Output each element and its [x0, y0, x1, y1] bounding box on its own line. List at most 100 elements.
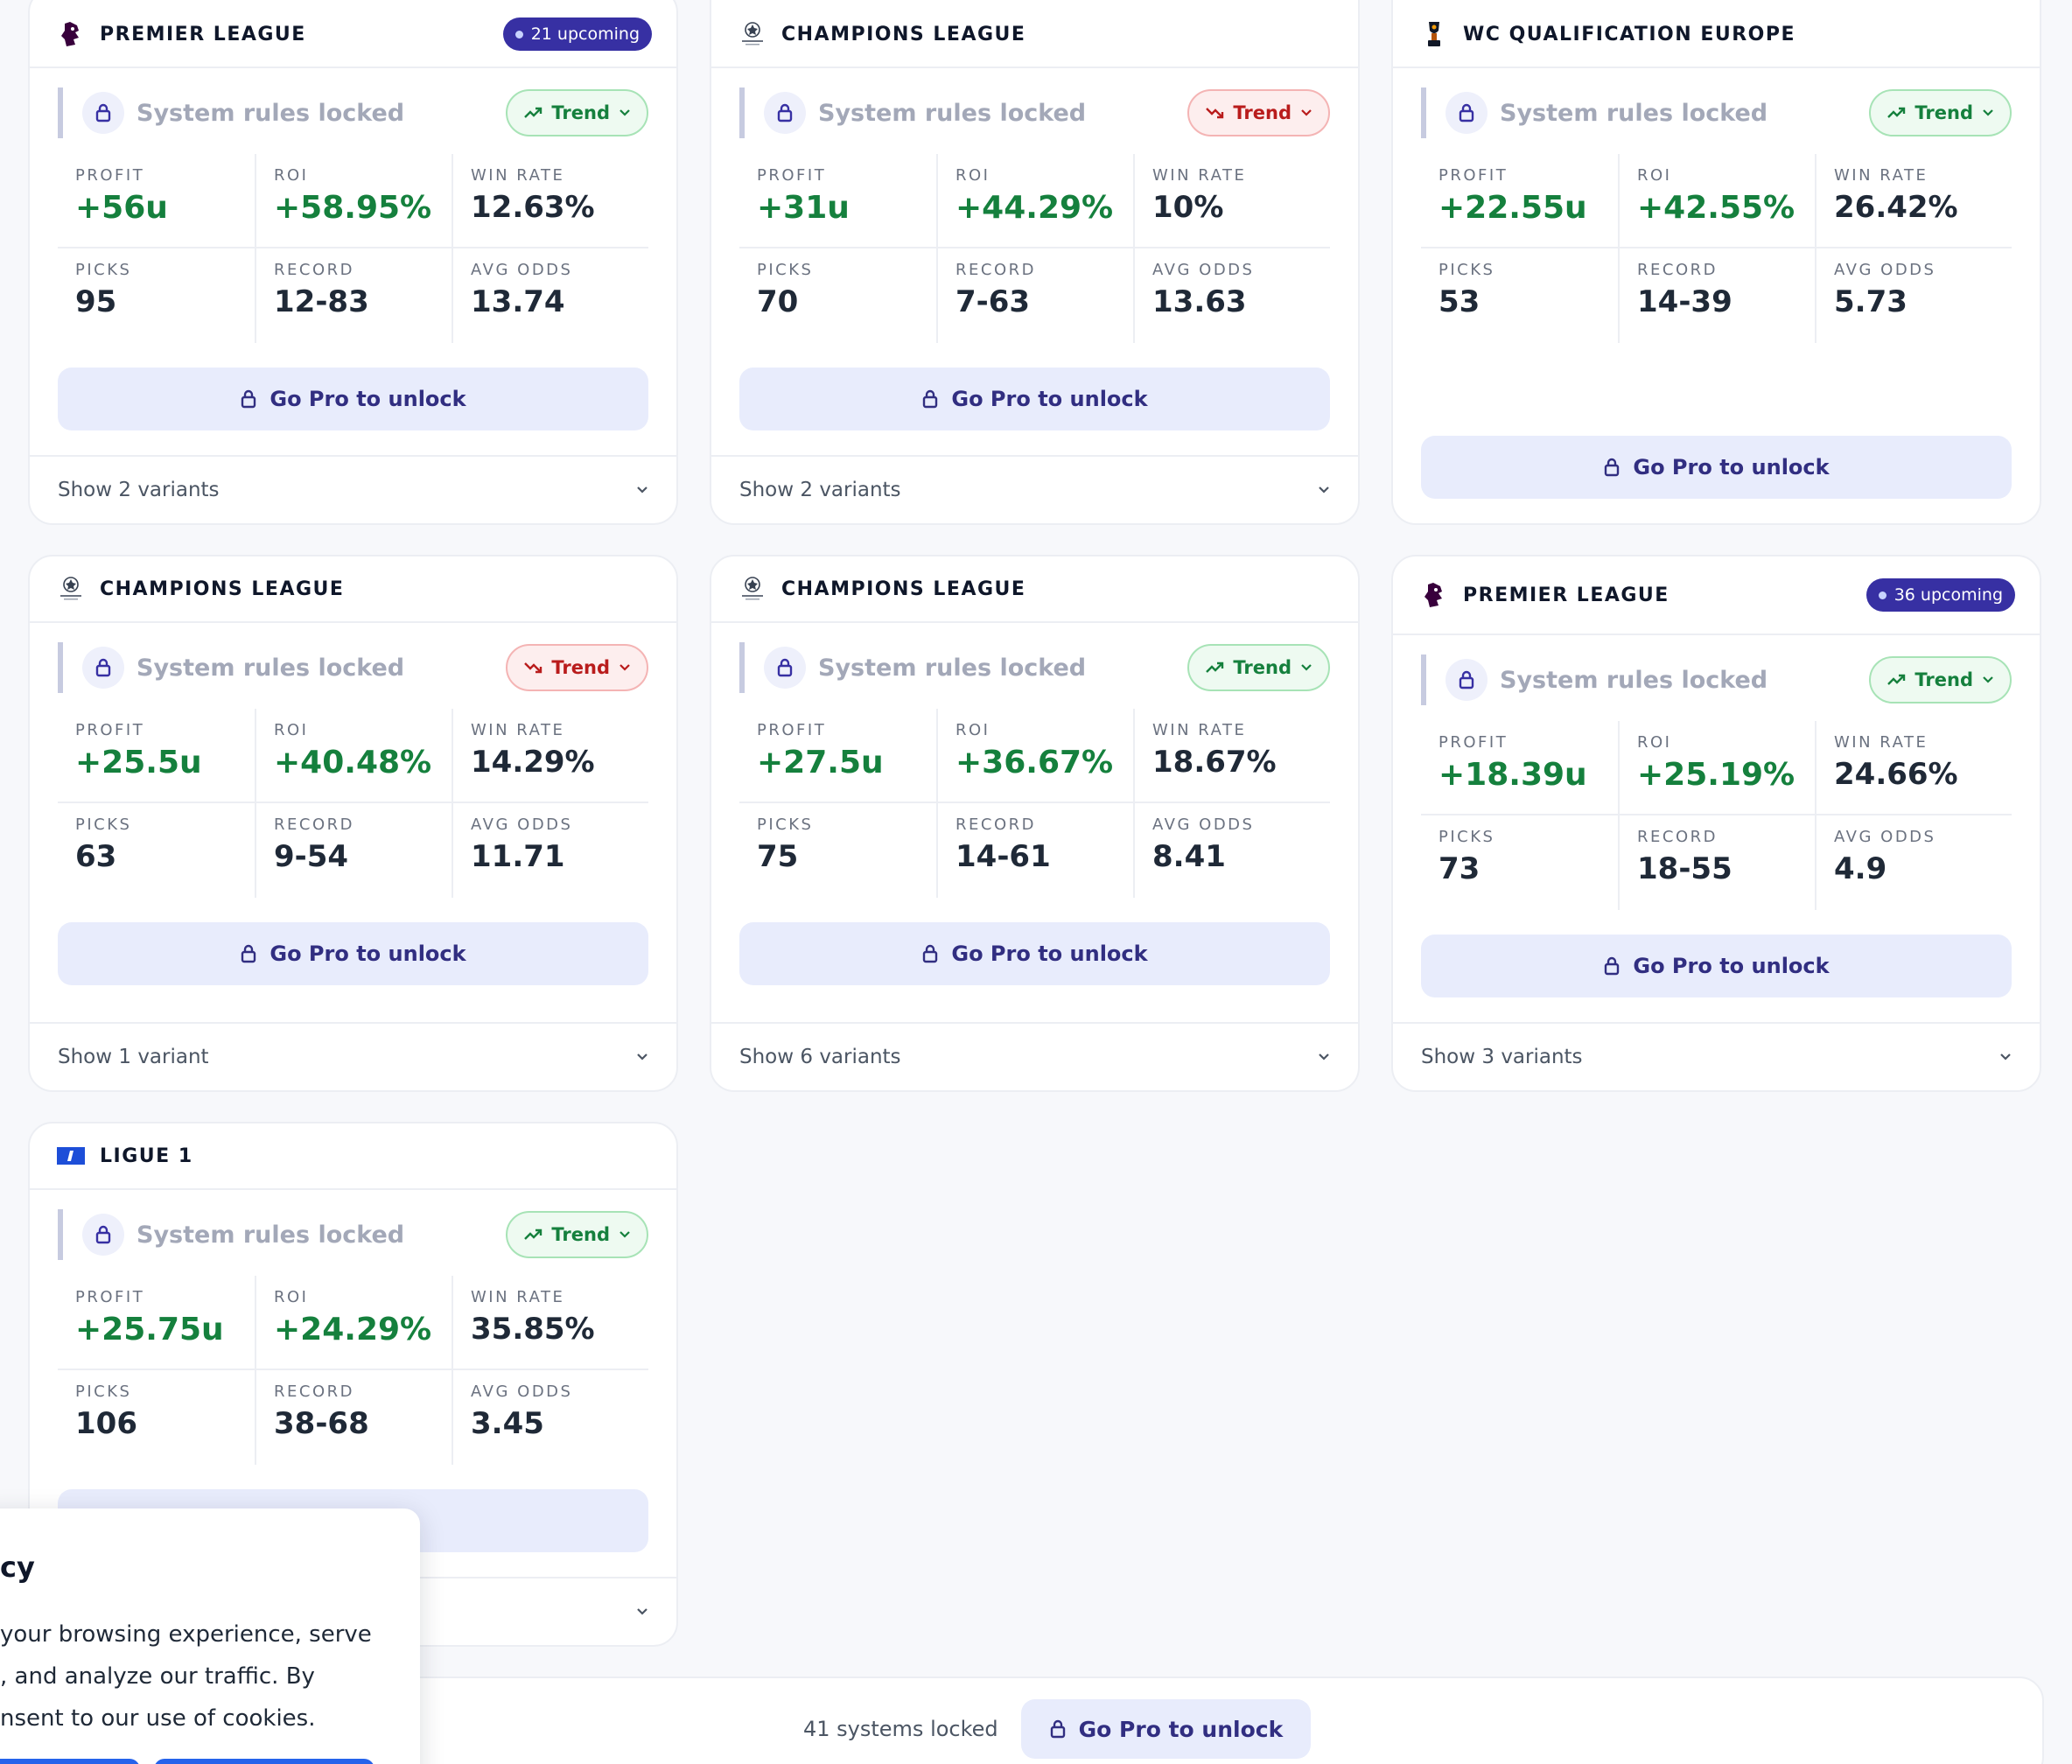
- stat-label: AVG ODDS: [1152, 816, 1255, 834]
- go-pro-button[interactable]: Go Pro to unlock: [739, 922, 1330, 985]
- stat-value: +25.19%: [1637, 757, 1796, 793]
- show-variants-toggle[interactable]: Show 2 variants: [711, 455, 1358, 523]
- stat-value: 75: [757, 839, 799, 874]
- go-pro-label: Go Pro to unlock: [1078, 1716, 1284, 1742]
- badge-dot: [1878, 591, 1886, 599]
- lock-icon: [923, 944, 938, 963]
- show-variants-toggle[interactable]: Show 1 variant: [30, 1022, 676, 1090]
- trend-label: Trend: [1233, 657, 1292, 678]
- stat-value: 35.85%: [471, 1312, 595, 1347]
- stat-record: RECORD 14-39: [1618, 248, 1815, 343]
- stat-label: ROI: [274, 1288, 309, 1306]
- stat-value: +58.95%: [274, 190, 432, 226]
- stat-value: 13.74: [471, 284, 565, 319]
- stat-roi: ROI +25.19%: [1618, 721, 1815, 816]
- stat-avg-odds: AVG ODDS 3.45: [452, 1370, 648, 1465]
- show-variants-toggle[interactable]: Show 3 variants: [1393, 1022, 2040, 1090]
- lock-badge: [82, 647, 124, 689]
- stats-grid: PROFIT +25.5u ROI +40.48% WIN RATE 14.29% PICK…: [58, 709, 648, 898]
- trend-up-icon: [1887, 107, 1906, 118]
- stat-value: +22.55u: [1438, 190, 1587, 226]
- lock-icon: [777, 658, 793, 677]
- show-variants-toggle[interactable]: Show 2 variants: [30, 455, 676, 523]
- stats-grid: PROFIT +27.5u ROI +36.67% WIN RATE 18.67% PICK…: [739, 709, 1330, 898]
- premier-league-lion-icon: [1419, 580, 1449, 610]
- champions-league-ball-icon: [738, 574, 767, 604]
- stat-roi: ROI +24.29%: [255, 1276, 452, 1370]
- stat-picks: PICKS 106: [58, 1370, 255, 1465]
- card-header: CHAMPIONS LEAGUE: [30, 556, 676, 623]
- stat-record: RECORD 7-63: [936, 248, 1133, 343]
- variants-label: Show 1 variant: [58, 1046, 209, 1068]
- stat-avg-odds: AVG ODDS 5.73: [1815, 248, 2012, 343]
- cookie-accept-button[interactable]: [154, 1759, 374, 1764]
- trend-label: Trend: [1233, 102, 1292, 123]
- stat-value: 7-63: [956, 284, 1031, 319]
- trend-dropdown[interactable]: Trend: [506, 644, 648, 691]
- variants-label: Show 2 variants: [739, 479, 901, 501]
- trend-up-icon: [1206, 662, 1224, 673]
- trend-up-icon: [1887, 674, 1906, 685]
- league-name: CHAMPIONS LEAGUE: [781, 23, 1026, 46]
- upcoming-badge: 21 upcoming: [502, 18, 652, 51]
- cookie-reject-button[interactable]: [0, 1759, 140, 1764]
- card-header: LIGUE 1: [30, 1124, 676, 1190]
- stat-value: 11.71: [471, 839, 565, 874]
- go-pro-label: Go Pro to unlock: [270, 942, 466, 966]
- stat-label: WIN RATE: [471, 166, 565, 185]
- footer-actions: 41 systems locked Go Pro to unlock: [803, 1699, 1312, 1759]
- lock-badge: [1446, 659, 1488, 701]
- stat-profit: PROFIT +31u: [739, 154, 936, 248]
- go-pro-label: Go Pro to unlock: [1633, 455, 1830, 480]
- trend-dropdown[interactable]: Trend: [1869, 89, 2012, 136]
- stat-value: +31u: [757, 190, 850, 226]
- system-rules-locked-text: System rules locked: [1500, 99, 1768, 127]
- go-pro-button[interactable]: Go Pro to unlock: [1421, 934, 2012, 998]
- cookie-text-line: nsent to our use of cookies.: [0, 1705, 316, 1732]
- system-rules-row: System rules locked Trend: [58, 642, 648, 693]
- stat-win-rate: WIN RATE 35.85%: [452, 1276, 648, 1370]
- stat-picks: PICKS 73: [1421, 816, 1618, 910]
- go-pro-button[interactable]: Go Pro to unlock: [58, 368, 648, 430]
- show-variants-toggle[interactable]: Show 6 variants: [711, 1022, 1358, 1090]
- stat-label: RECORD: [1637, 828, 1718, 846]
- stat-label: PICKS: [75, 1382, 132, 1401]
- go-pro-button[interactable]: Go Pro to unlock: [1020, 1699, 1312, 1759]
- chevron-down-icon: [1319, 1054, 1329, 1060]
- lock-icon: [1050, 1719, 1065, 1739]
- trend-dropdown[interactable]: Trend: [1187, 644, 1330, 691]
- trend-dropdown[interactable]: Trend: [506, 1211, 648, 1258]
- stat-label: AVG ODDS: [471, 816, 573, 834]
- trend-label: Trend: [1914, 669, 1973, 690]
- stat-label: AVG ODDS: [471, 261, 573, 279]
- premier-league-lion-icon: [56, 19, 86, 49]
- trend-dropdown[interactable]: Trend: [506, 89, 648, 136]
- stat-value: 53: [1438, 284, 1480, 319]
- stat-value: 106: [75, 1406, 137, 1441]
- trend-down-icon: [1206, 108, 1224, 119]
- stat-record: RECORD 14-61: [936, 803, 1133, 898]
- trend-dropdown[interactable]: Trend: [1187, 89, 1330, 136]
- stat-picks: PICKS 70: [739, 248, 936, 343]
- lock-icon: [1459, 103, 1474, 122]
- system-rules-row: System rules locked Trend: [1421, 654, 2012, 705]
- stat-label: WIN RATE: [471, 1288, 565, 1306]
- stat-value: 63: [75, 839, 117, 874]
- trend-dropdown[interactable]: Trend: [1869, 656, 2012, 704]
- stat-value: +42.55%: [1637, 190, 1796, 226]
- go-pro-button[interactable]: Go Pro to unlock: [58, 922, 648, 985]
- stat-record: RECORD 38-68: [255, 1370, 452, 1465]
- trend-label: Trend: [1914, 102, 1973, 123]
- stat-label: PROFIT: [757, 166, 827, 185]
- system-rules-locked-text: System rules locked: [818, 99, 1087, 127]
- variants-label: Show 6 variants: [739, 1046, 901, 1068]
- lock-icon: [1605, 458, 1620, 477]
- go-pro-label: Go Pro to unlock: [951, 942, 1148, 966]
- stat-roi: ROI +42.55%: [1618, 154, 1815, 248]
- stat-value: 8.41: [1152, 839, 1226, 874]
- stat-value: +44.29%: [956, 190, 1114, 226]
- go-pro-button[interactable]: Go Pro to unlock: [739, 368, 1330, 430]
- go-pro-button[interactable]: Go Pro to unlock: [1421, 436, 2012, 499]
- cookie-title: cy: [0, 1550, 35, 1584]
- variants-label: Show 3 variants: [1421, 1046, 1583, 1068]
